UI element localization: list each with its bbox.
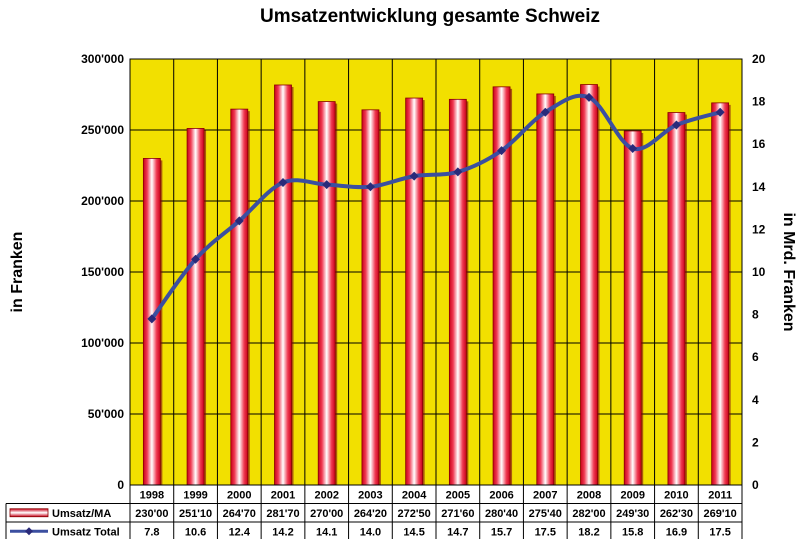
category-label: 2002 — [314, 490, 338, 502]
data-label: 14.0 — [360, 526, 381, 538]
data-label: 14.5 — [403, 526, 424, 538]
data-label: 271'60 — [441, 508, 474, 520]
bar-2004 — [405, 97, 424, 486]
category-label: 2004 — [402, 490, 427, 502]
data-label: 14.1 — [316, 526, 337, 538]
y2-axis-label: in Mrd. Franken — [780, 212, 797, 331]
point-2000 — [234, 216, 244, 226]
point-1999 — [191, 254, 201, 264]
data-table: 1998 1999 2000 2001 2002 2003 2004 2005 2006 2007… — [5, 484, 743, 539]
bar-2003 — [361, 109, 380, 486]
y2-tick-label: 12 — [752, 222, 766, 236]
data-label: 270'00 — [310, 508, 343, 520]
chart-title: Umsatzentwicklung gesamte Schweiz — [260, 6, 600, 27]
y-tick-label: 0 — [117, 478, 124, 492]
bar-2002 — [317, 101, 336, 486]
data-label: 282'00 — [572, 508, 605, 520]
y-tick-label: 250'000 — [81, 123, 124, 137]
data-label: 14.7 — [447, 526, 468, 538]
y2-tick-label: 14 — [752, 180, 766, 194]
bar-2011 — [711, 102, 730, 486]
bar-2001 — [274, 84, 292, 486]
point-2002 — [322, 180, 332, 190]
data-label: 280'40 — [485, 508, 518, 520]
data-label: 18.2 — [578, 526, 599, 538]
category-label: 2005 — [446, 490, 470, 502]
y-tick-label: 100'000 — [81, 336, 124, 350]
data-label: 281'70 — [266, 508, 299, 520]
category-label: 2011 — [708, 490, 732, 502]
bar-1999 — [186, 128, 205, 486]
point-2010 — [671, 120, 681, 130]
point-2011 — [715, 107, 725, 117]
point-2009 — [628, 143, 638, 153]
y-tick-label: 150'000 — [81, 265, 124, 279]
category-label: 1998 — [140, 490, 164, 502]
category-label: 2003 — [358, 490, 382, 502]
y-tick-label: 50'000 — [88, 407, 125, 421]
data-label: 16.9 — [666, 526, 687, 538]
point-2001 — [278, 178, 288, 188]
point-2007 — [540, 107, 550, 117]
data-label: 269'10 — [704, 508, 737, 520]
bar-2000 — [230, 108, 249, 486]
category-label: 2007 — [533, 490, 557, 502]
total-line — [147, 92, 725, 324]
data-label: 230'00 — [135, 508, 168, 520]
point-1998 — [147, 314, 157, 324]
bar-2007 — [536, 93, 555, 486]
legend-marker — [25, 527, 33, 536]
category-label: 2009 — [620, 490, 644, 502]
category-label: 2008 — [577, 490, 601, 502]
data-label: 17.5 — [535, 526, 556, 538]
y2-tick-label: 8 — [752, 308, 759, 322]
data-label: 262'30 — [660, 508, 693, 520]
data-label: 15.7 — [491, 526, 512, 538]
data-label: 264'70 — [223, 508, 256, 520]
point-2005 — [453, 167, 463, 177]
category-label: 2001 — [271, 490, 295, 502]
data-label: 15.8 — [622, 526, 643, 538]
y2-tick-label: 4 — [752, 393, 759, 407]
point-2003 — [365, 182, 375, 192]
y2-tick-label: 2 — [752, 435, 759, 449]
y2-tick-label: 16 — [752, 137, 766, 151]
point-2008 — [584, 92, 594, 102]
category-label: 2006 — [489, 490, 513, 502]
data-label: 249'30 — [616, 508, 649, 520]
point-2006 — [497, 146, 507, 156]
legend-label: Umsatz/MA — [52, 508, 111, 520]
y2-tick-label: 6 — [752, 350, 759, 364]
data-label: 272'50 — [398, 508, 431, 520]
category-label: 2000 — [227, 490, 251, 502]
category-label: 2010 — [664, 490, 688, 502]
y-axis-label: in Franken — [9, 232, 26, 313]
data-label: 12.4 — [229, 526, 251, 538]
data-label: 251'10 — [179, 508, 212, 520]
bars — [142, 84, 731, 486]
data-label: 10.6 — [185, 526, 206, 538]
data-label: 14.2 — [272, 526, 293, 538]
bar-2008 — [580, 84, 598, 486]
data-label: 17.5 — [709, 526, 730, 538]
y2-tick-label: 10 — [752, 265, 766, 279]
data-label: 275'40 — [529, 508, 562, 520]
legend-label: Umsatz Total — [52, 526, 120, 538]
y2-tick-label: 20 — [752, 52, 766, 66]
legend-swatch-umsatz-ma — [9, 508, 49, 518]
bar-2009 — [623, 130, 642, 486]
bar-2010 — [667, 112, 686, 486]
data-label: 7.8 — [144, 526, 159, 538]
y2-tick-label: 0 — [752, 478, 759, 492]
axes: 0 50'000 100'000 150'000 200'000 250'000 300'0… — [81, 52, 766, 492]
y-tick-label: 300'000 — [81, 52, 124, 66]
y-tick-label: 200'000 — [81, 194, 124, 208]
y2-tick-label: 18 — [752, 95, 766, 109]
point-2004 — [409, 171, 419, 181]
bar-2005 — [448, 98, 467, 486]
category-label: 1999 — [183, 490, 207, 502]
data-label: 264'20 — [354, 508, 387, 520]
